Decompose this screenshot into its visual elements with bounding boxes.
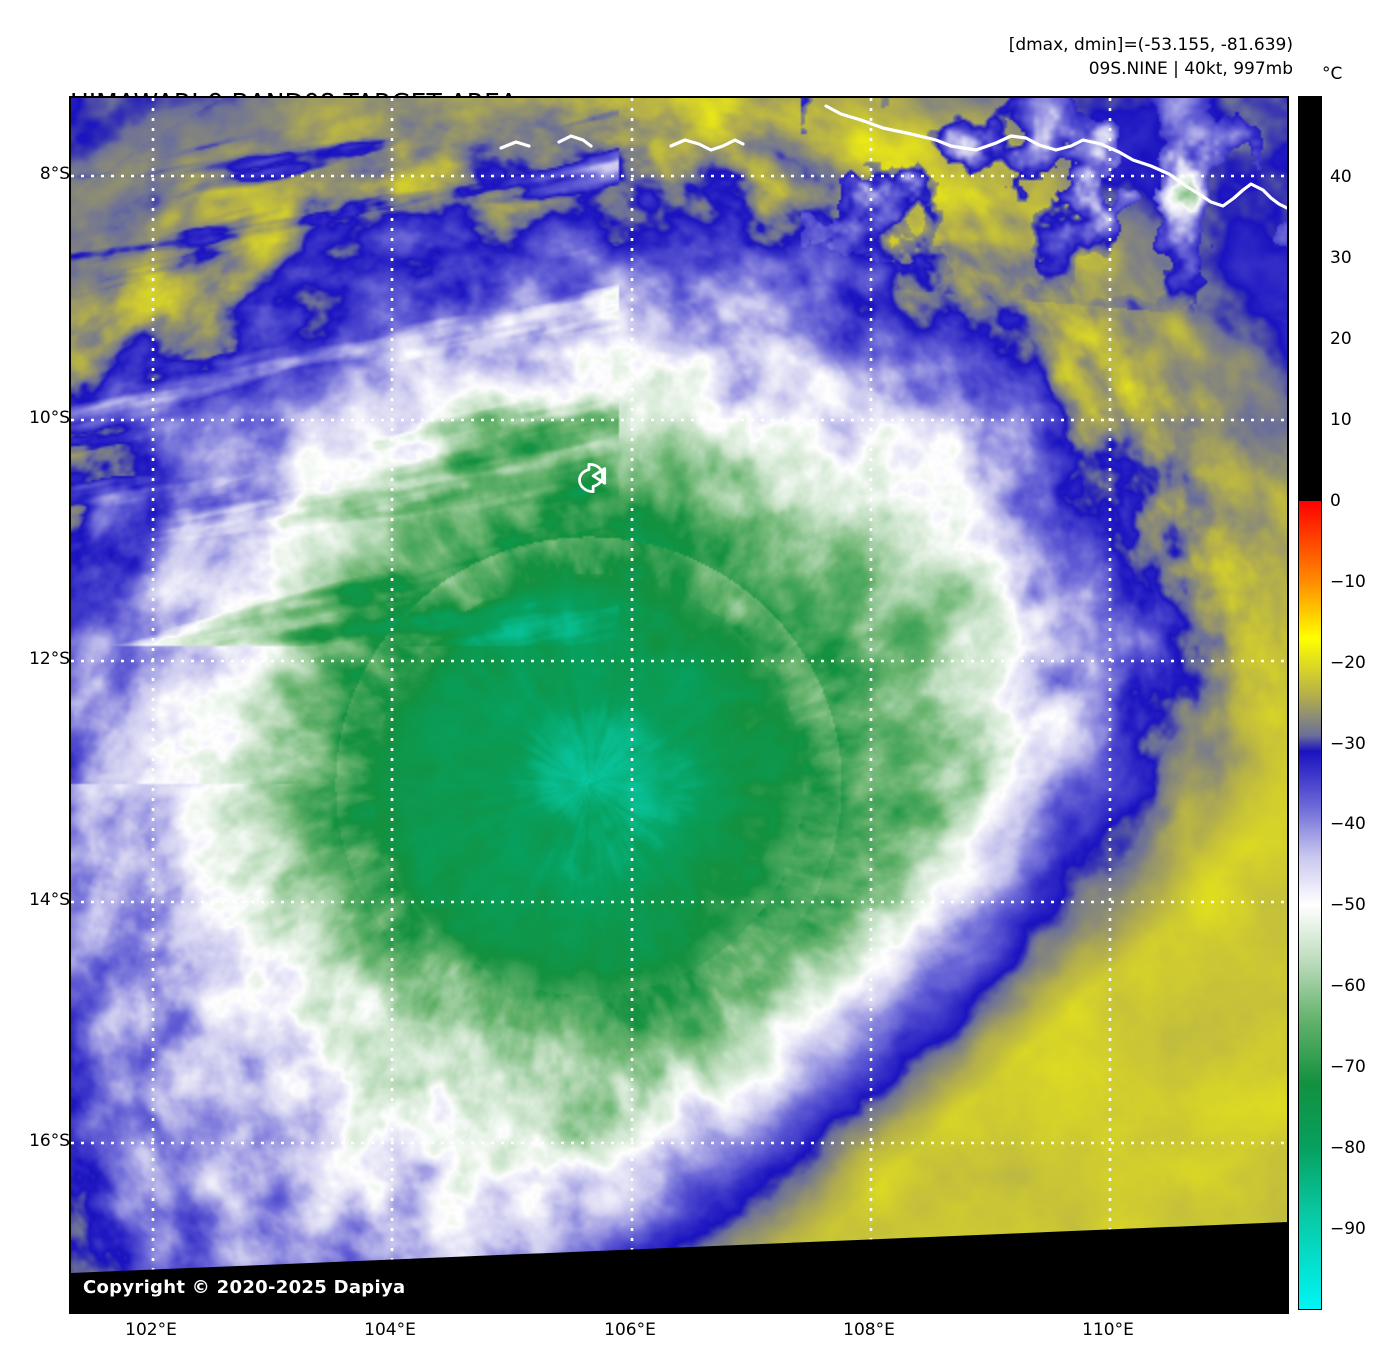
colorbar-tick--80: −80 <box>1330 1138 1366 1159</box>
lat-tick-16S: 16°S <box>29 1131 70 1151</box>
colorbar-gradient <box>1299 97 1321 1309</box>
lat-tick-10S: 10°S <box>29 408 70 428</box>
colorbar-tick--30: −30 <box>1330 733 1366 754</box>
lon-tick-106E: 106°E <box>604 1320 656 1340</box>
colorbar-tick-30: 30 <box>1330 247 1352 268</box>
lat-tick-14S: 14°S <box>29 890 70 910</box>
temperature-colorbar[interactable] <box>1298 96 1322 1310</box>
colorbar-tick--10: −10 <box>1330 571 1366 592</box>
colorbar-tick--90: −90 <box>1330 1219 1366 1240</box>
lon-tick-108E: 108°E <box>843 1320 895 1340</box>
copyright-label: Copyright © 2020-2025 Dapiya <box>83 1277 406 1298</box>
satellite-image-plot[interactable]: Copyright © 2020-2025 Dapiya <box>69 96 1289 1314</box>
satellite-imagery-canvas <box>71 98 1287 1312</box>
lon-tick-102E: 102°E <box>125 1320 177 1340</box>
colorbar-tick--70: −70 <box>1330 1057 1366 1078</box>
lon-tick-110E: 110°E <box>1082 1320 1134 1340</box>
colorbar-tick-40: 40 <box>1330 166 1352 187</box>
colorbar-tick--50: −50 <box>1330 895 1366 916</box>
colorbar-unit-label: °C <box>1322 64 1343 84</box>
colorbar-tick-20: 20 <box>1330 328 1352 349</box>
lat-tick-12S: 12°S <box>29 649 70 669</box>
colorbar-tick--40: −40 <box>1330 814 1366 835</box>
dmax-dmin-label: [dmax, dmin]=(-53.155, -81.639) <box>1008 35 1293 55</box>
colorbar-tick--20: −20 <box>1330 652 1366 673</box>
storm-info-label: 09S.NINE | 40kt, 997mb <box>1088 59 1293 80</box>
colorbar-tick-0: 0 <box>1330 490 1341 511</box>
colorbar-tick--60: −60 <box>1330 976 1366 997</box>
lon-tick-104E: 104°E <box>364 1320 416 1340</box>
lat-tick-8S: 8°S <box>39 164 70 184</box>
metadata-block: [dmax, dmin]=(-53.155, -81.639) 09S.NINE… <box>1009 33 1293 81</box>
colorbar-tick-10: 10 <box>1330 409 1352 430</box>
